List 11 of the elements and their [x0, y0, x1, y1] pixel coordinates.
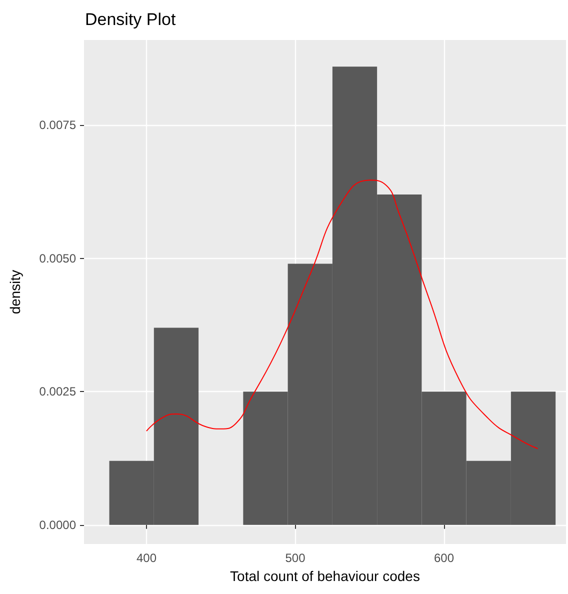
x-tick-label: 600	[434, 551, 454, 565]
y-tick-label: 0.0025	[39, 384, 76, 399]
y-axis-title: density	[7, 270, 23, 314]
y-tick-label: 0.0050	[39, 251, 76, 266]
x-tick-label: 400	[136, 551, 157, 565]
x-axis-title: Total count of behaviour codes	[230, 568, 420, 584]
x-tick-label: 500	[285, 551, 306, 565]
y-tick-label: 0.0075	[39, 118, 76, 132]
y-tick-label: 0.0000	[39, 518, 76, 532]
line-series	[146, 180, 538, 450]
chart-title: Density Plot	[85, 10, 176, 29]
